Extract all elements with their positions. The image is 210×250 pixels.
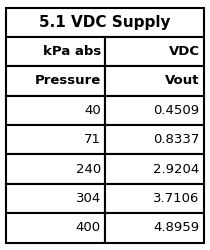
Bar: [6, 154, 105, 184]
Bar: [6, 96, 105, 125]
Bar: [6, 8, 204, 37]
Text: Vout: Vout: [165, 74, 200, 88]
Bar: [105, 96, 204, 125]
Text: 240: 240: [76, 162, 101, 175]
Text: 5.1 VDC Supply: 5.1 VDC Supply: [39, 15, 171, 30]
Bar: [6, 125, 105, 154]
Bar: [6, 66, 105, 96]
Bar: [6, 37, 105, 66]
Text: 4.8959: 4.8959: [153, 221, 199, 234]
Text: 2.9204: 2.9204: [153, 162, 199, 175]
Bar: [105, 213, 204, 242]
Bar: [105, 37, 204, 66]
Text: 71: 71: [84, 133, 101, 146]
Bar: [105, 66, 204, 96]
Bar: [105, 184, 204, 213]
Text: VDC: VDC: [168, 45, 200, 58]
Text: 40: 40: [84, 104, 101, 117]
Text: 0.4509: 0.4509: [153, 104, 199, 117]
Bar: [105, 125, 204, 154]
Text: 400: 400: [76, 221, 101, 234]
Bar: [6, 184, 105, 213]
Text: 304: 304: [76, 192, 101, 205]
Bar: [105, 154, 204, 184]
Text: 3.7106: 3.7106: [153, 192, 200, 205]
Text: kPa abs: kPa abs: [43, 45, 101, 58]
Text: Pressure: Pressure: [35, 74, 101, 88]
Bar: [6, 213, 105, 242]
Text: 0.8337: 0.8337: [153, 133, 200, 146]
